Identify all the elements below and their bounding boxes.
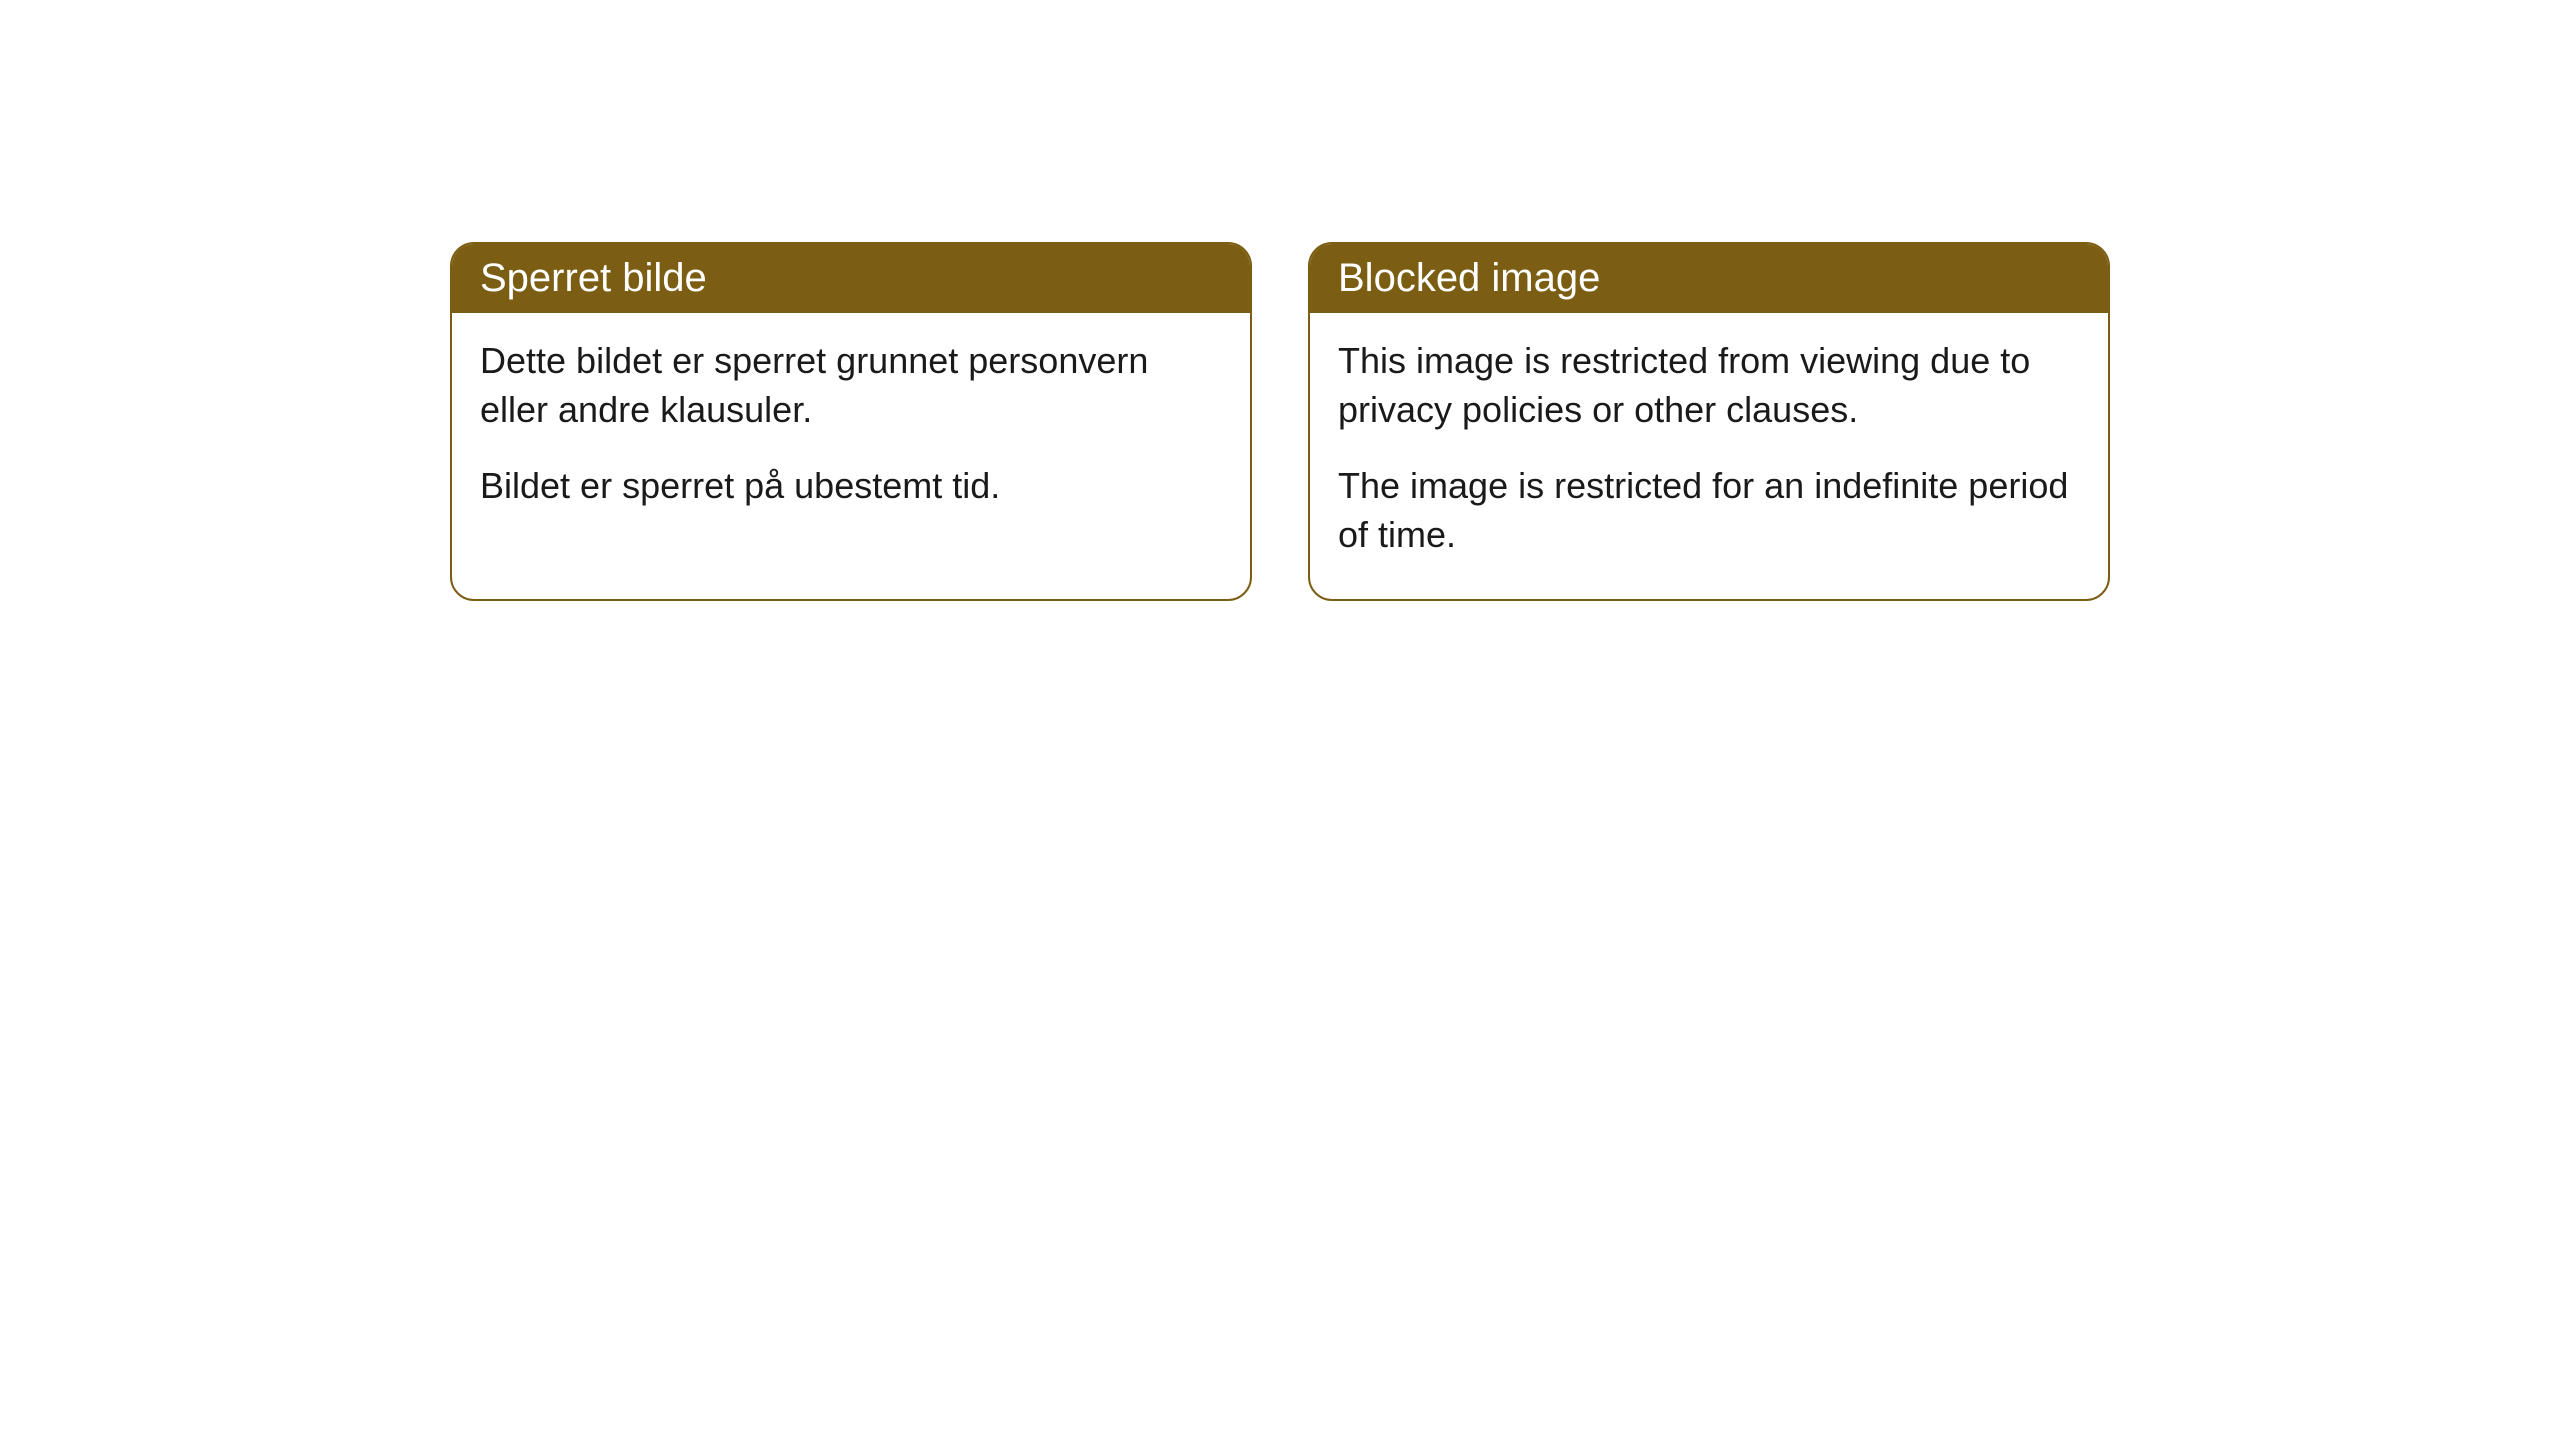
card-header: Sperret bilde — [452, 244, 1250, 313]
card-title: Blocked image — [1338, 256, 1600, 300]
card-body: Dette bildet er sperret grunnet personve… — [452, 313, 1250, 551]
notice-cards-container: Sperret bilde Dette bildet er sperret gr… — [0, 242, 2560, 601]
card-paragraph: This image is restricted from viewing du… — [1338, 337, 2080, 434]
notice-card-norwegian: Sperret bilde Dette bildet er sperret gr… — [450, 242, 1252, 601]
card-paragraph: The image is restricted for an indefinit… — [1338, 462, 2080, 559]
card-paragraph: Bildet er sperret på ubestemt tid. — [480, 462, 1222, 511]
card-header: Blocked image — [1310, 244, 2108, 313]
card-body: This image is restricted from viewing du… — [1310, 313, 2108, 599]
card-title: Sperret bilde — [480, 256, 707, 300]
notice-card-english: Blocked image This image is restricted f… — [1308, 242, 2110, 601]
card-paragraph: Dette bildet er sperret grunnet personve… — [480, 337, 1222, 434]
